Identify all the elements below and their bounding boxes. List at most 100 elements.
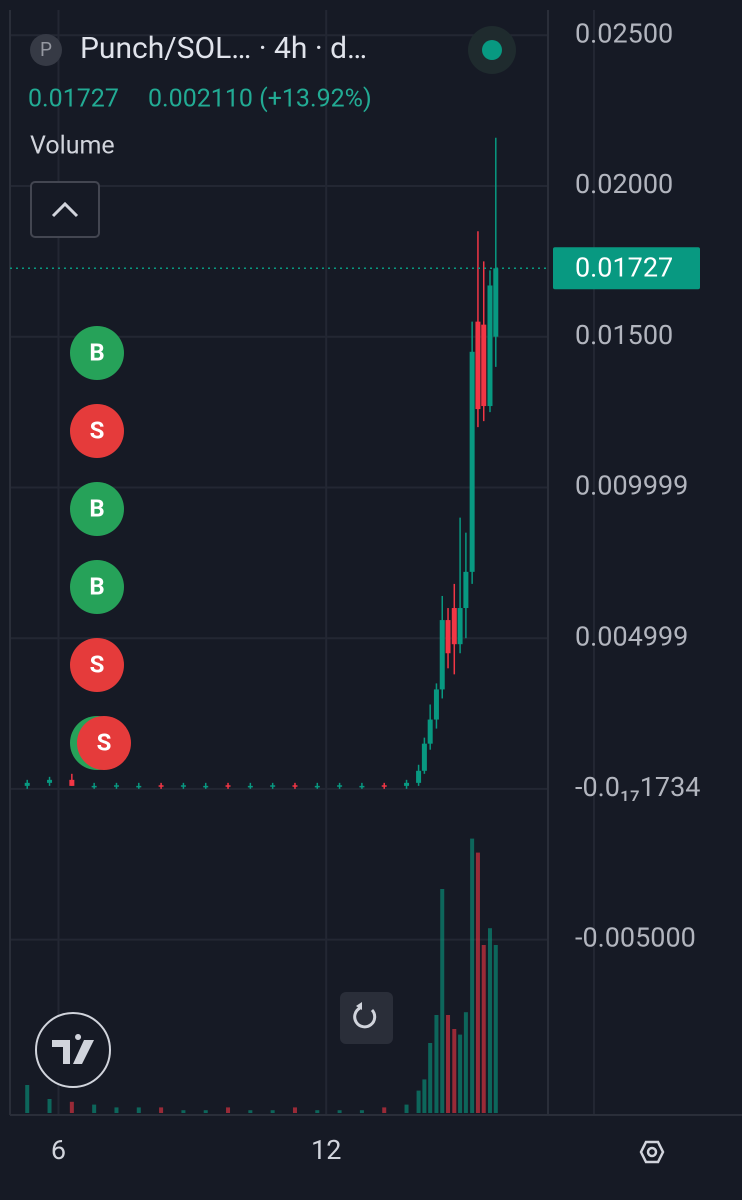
volume-bar bbox=[481, 945, 486, 1113]
candle-body bbox=[451, 608, 457, 645]
candle-body bbox=[493, 268, 499, 337]
volume-bar bbox=[440, 889, 445, 1113]
y-tick-label: 0.01500 bbox=[575, 319, 673, 351]
volume-bar bbox=[458, 1034, 463, 1113]
candle-body bbox=[136, 785, 142, 788]
candle-body bbox=[469, 351, 475, 572]
candle-body bbox=[381, 785, 387, 787]
x-axis: 61218 bbox=[51, 1134, 342, 1166]
candle-body bbox=[404, 782, 410, 786]
volume-bar bbox=[493, 945, 498, 1113]
volume-bar bbox=[159, 1107, 164, 1113]
x-tick-label: 12 bbox=[311, 1134, 341, 1166]
volume-bar bbox=[434, 1015, 439, 1113]
trade-marker[interactable] bbox=[70, 404, 124, 458]
candle-body bbox=[487, 285, 493, 407]
candle-body bbox=[180, 785, 186, 787]
indicator-label: Volume bbox=[30, 132, 115, 161]
y-tick-label: -0.005000 bbox=[575, 922, 696, 954]
volume-bar bbox=[114, 1107, 119, 1113]
volume-bar bbox=[359, 1110, 364, 1113]
symbol-avatar[interactable] bbox=[30, 34, 62, 66]
price-change: 0.002110 (+13.92%) bbox=[148, 85, 372, 114]
trade-marker[interactable] bbox=[70, 326, 124, 380]
volume-bar bbox=[69, 1101, 74, 1113]
volume-bar bbox=[382, 1107, 387, 1113]
y-tick-label: 0.02500 bbox=[575, 17, 673, 49]
candle-body bbox=[427, 719, 433, 744]
volume-bar bbox=[292, 1107, 297, 1113]
volume-bar bbox=[315, 1110, 320, 1113]
candle-body bbox=[359, 785, 365, 788]
volume-bar bbox=[25, 1085, 30, 1113]
last-price: 0.01727 bbox=[28, 85, 119, 114]
trade-marker[interactable] bbox=[70, 560, 124, 614]
candle-body bbox=[433, 689, 439, 720]
trade-marker[interactable] bbox=[70, 482, 124, 536]
candle-body bbox=[225, 785, 231, 787]
candle-body bbox=[457, 608, 463, 645]
candle-body bbox=[481, 324, 487, 407]
symbol-title[interactable]: Punch/SOL… · 4h · d… bbox=[80, 31, 367, 66]
volume-bar bbox=[446, 1015, 451, 1113]
candle-body bbox=[416, 770, 422, 783]
volume-bar bbox=[136, 1107, 141, 1113]
trade-marker-label: B bbox=[89, 338, 104, 366]
reset-button[interactable] bbox=[340, 992, 393, 1044]
volume-bar bbox=[270, 1110, 275, 1113]
volume-bar bbox=[416, 1090, 421, 1113]
volume-bar bbox=[226, 1107, 231, 1113]
y-tick-label: 0.02000 bbox=[575, 168, 673, 200]
reset-icon bbox=[353, 1006, 377, 1029]
candle-body bbox=[203, 785, 209, 788]
candle-body bbox=[47, 779, 53, 783]
trade-marker[interactable] bbox=[70, 638, 124, 692]
candle-body bbox=[24, 782, 30, 786]
last-price-label: 0.01727 bbox=[575, 251, 673, 283]
candle-body bbox=[463, 571, 469, 609]
candle-body bbox=[270, 785, 276, 787]
candle-body bbox=[445, 620, 451, 654]
settings-icon bbox=[646, 1146, 658, 1158]
candle-body bbox=[91, 785, 97, 788]
volume-bar bbox=[47, 1099, 52, 1113]
volume-bar bbox=[452, 1029, 457, 1113]
volume-bar bbox=[487, 928, 492, 1113]
trade-marker-label: S bbox=[97, 728, 112, 756]
candle-body bbox=[247, 785, 253, 788]
trade-marker-label: B bbox=[89, 572, 104, 600]
collapse-button[interactable] bbox=[30, 181, 100, 238]
volume-bar bbox=[248, 1110, 253, 1113]
candle-body bbox=[421, 743, 427, 771]
logo-mark bbox=[52, 1034, 94, 1064]
status-dot bbox=[482, 40, 502, 60]
trade-marker-label: S bbox=[90, 416, 105, 444]
candle-body bbox=[113, 785, 119, 787]
candle-body bbox=[439, 620, 445, 690]
volume-bar bbox=[475, 852, 480, 1113]
last-price-box bbox=[553, 247, 700, 290]
candle-body bbox=[292, 785, 298, 787]
volume-bar bbox=[337, 1110, 342, 1113]
volume-bar bbox=[470, 838, 475, 1113]
trade-marker[interactable] bbox=[77, 716, 131, 770]
candle-body bbox=[475, 321, 481, 410]
tradingview-logo[interactable] bbox=[35, 1012, 111, 1088]
trade-marker-label: B bbox=[89, 494, 104, 522]
trade-marker-label: S bbox=[90, 650, 105, 678]
volume-bar bbox=[181, 1110, 186, 1113]
x-tick-label: 6 bbox=[51, 1134, 66, 1166]
volume-bar bbox=[463, 1012, 468, 1113]
volume-bar bbox=[92, 1104, 97, 1113]
candle-body bbox=[337, 785, 343, 787]
avatar-letter: P bbox=[40, 38, 52, 61]
volume-bar bbox=[404, 1104, 409, 1113]
chevron-icon bbox=[51, 201, 79, 218]
reset-arrow bbox=[356, 1002, 362, 1010]
y-tick-label: 0.004999 bbox=[575, 620, 688, 652]
candle-body bbox=[69, 779, 75, 786]
candle-body bbox=[158, 785, 164, 787]
y-tick-label: 0.009999 bbox=[575, 470, 688, 502]
settings-button[interactable] bbox=[639, 1140, 665, 1164]
